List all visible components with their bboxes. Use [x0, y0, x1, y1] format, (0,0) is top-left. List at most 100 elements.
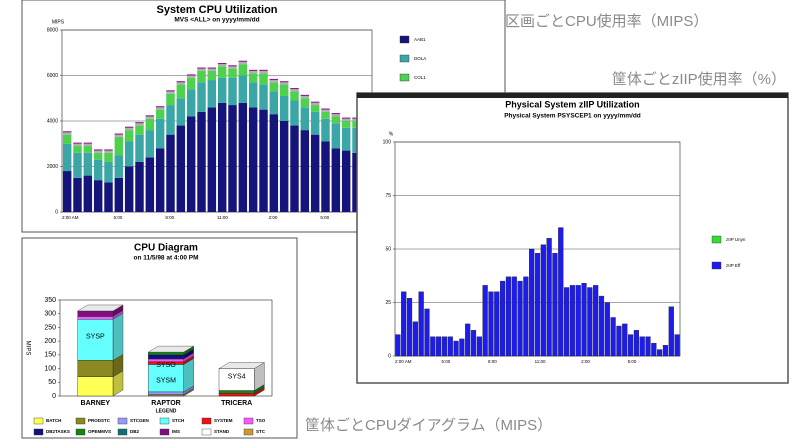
- bar-segment: [310, 101, 320, 103]
- bar-segment: [321, 109, 330, 112]
- y-tick-label: 25: [385, 300, 391, 306]
- bar-segment: [412, 321, 418, 357]
- bar-segment: [176, 84, 186, 99]
- bar-segment: [77, 316, 114, 320]
- bar-segment: [488, 291, 494, 357]
- bar-segment: [145, 115, 155, 117]
- bar-segment: [145, 118, 155, 131]
- bar-segment: [62, 131, 72, 133]
- bar-segment: [269, 82, 279, 92]
- bar-segment: [310, 105, 320, 112]
- bar-segment: [197, 67, 206, 69]
- y-tick-label: 0: [52, 393, 56, 400]
- bar-segment: [77, 376, 114, 397]
- bar-segment: [279, 121, 289, 212]
- y-tick-label: 100: [383, 139, 392, 145]
- bar-segment: [610, 317, 616, 357]
- bar-top: [76, 304, 124, 312]
- bar-segment: [83, 152, 93, 176]
- bar-segment: [674, 334, 680, 357]
- bar-segment: [269, 78, 279, 81]
- bar-segment: [93, 180, 103, 212]
- chart-subtitle: Physical System PSYSCEP1 on yyyy/mm/dd: [504, 113, 641, 120]
- y-tick-label: 350: [44, 297, 56, 304]
- bar-segment: [248, 107, 258, 212]
- bar-segment: [207, 107, 217, 212]
- bar-segment: [238, 75, 248, 103]
- caption: 区画ごとCPU使用率（MIPS）: [505, 13, 708, 30]
- bar-segment: [218, 390, 255, 394]
- bar-segment: [418, 291, 424, 357]
- y-tick-label: 8000: [47, 27, 58, 33]
- legend-swatch: [243, 428, 254, 436]
- legend-label: DB2TASKS: [46, 429, 70, 434]
- x-tick-label: BARNEY: [81, 400, 111, 407]
- bar-segment: [114, 134, 124, 137]
- bar-segment: [186, 74, 196, 76]
- y-tick-label: 4000: [47, 118, 58, 124]
- legend-label: COL1: [414, 75, 426, 80]
- bar-segment: [482, 285, 488, 357]
- bar-segment: [77, 319, 114, 361]
- bar-segment: [290, 125, 299, 212]
- bar-segment: [259, 84, 268, 110]
- bar-segment: [217, 66, 227, 78]
- legend-label: STCGEN: [130, 418, 149, 423]
- bar-segment: [546, 238, 552, 357]
- bar-segment: [500, 280, 506, 357]
- bar-segment: [218, 393, 255, 397]
- bar-segment: [259, 109, 268, 212]
- bar-segment: [207, 70, 217, 81]
- x-tick-label: 2:00: [581, 359, 590, 364]
- bar-segment: [124, 126, 134, 128]
- bar-top: [147, 345, 195, 353]
- bar-segment: [331, 116, 341, 124]
- chart-window: Physical System zIIP Utilization Physical…: [356, 92, 789, 384]
- legend-swatch: [399, 54, 410, 63]
- legend-swatch: [711, 235, 722, 244]
- legend-swatch: [159, 428, 170, 436]
- legend-title: LEGEND: [156, 408, 177, 414]
- bar-segment: [62, 132, 72, 135]
- bar-segment: [207, 80, 217, 108]
- bar-segment: [494, 291, 500, 357]
- bar-segment: [331, 114, 341, 117]
- chart-subtitle: MVS <ALL> on yyyy/mm/dd: [174, 17, 259, 24]
- bar-annotation: SYSP: [86, 333, 105, 340]
- legend-swatch: [711, 261, 722, 270]
- bar-segment: [166, 105, 175, 135]
- bar-segment: [148, 354, 184, 360]
- bar-segment: [83, 175, 93, 212]
- bar-segment: [228, 77, 237, 106]
- bar-segment: [114, 177, 124, 212]
- bar-segment: [593, 285, 599, 357]
- bar-segment: [279, 82, 289, 85]
- bar-segment: [73, 142, 82, 144]
- bar-segment: [124, 130, 134, 142]
- bar-segment: [155, 109, 165, 119]
- legend-label: zIIP Eff: [726, 263, 741, 268]
- bar-segment: [176, 82, 186, 85]
- bar-segment: [93, 150, 103, 153]
- bar-segment: [73, 152, 82, 178]
- bar-segment: [616, 325, 622, 357]
- legend-swatch: [201, 417, 212, 425]
- bar-segment: [186, 89, 196, 117]
- bar-segment: [290, 100, 299, 126]
- bar-segment: [290, 88, 299, 90]
- bar-segment: [269, 80, 279, 83]
- bar-segment: [248, 70, 258, 74]
- x-tick-label: RAPTOR: [151, 400, 180, 407]
- legend-label: zIIP Unyn: [726, 237, 746, 242]
- bar-segment: [176, 81, 186, 83]
- bar-segment: [453, 340, 459, 357]
- bar-segment: [341, 127, 351, 151]
- bar-segment: [633, 330, 639, 357]
- bar-segment: [529, 248, 535, 357]
- x-tick-label: 2:00 AM: [395, 359, 412, 364]
- x-tick-label: TRICERA: [221, 400, 252, 407]
- bar-segment: [93, 149, 103, 151]
- bar-segment: [145, 157, 155, 212]
- chart-title: Physical System zIIP Utilization: [505, 99, 639, 109]
